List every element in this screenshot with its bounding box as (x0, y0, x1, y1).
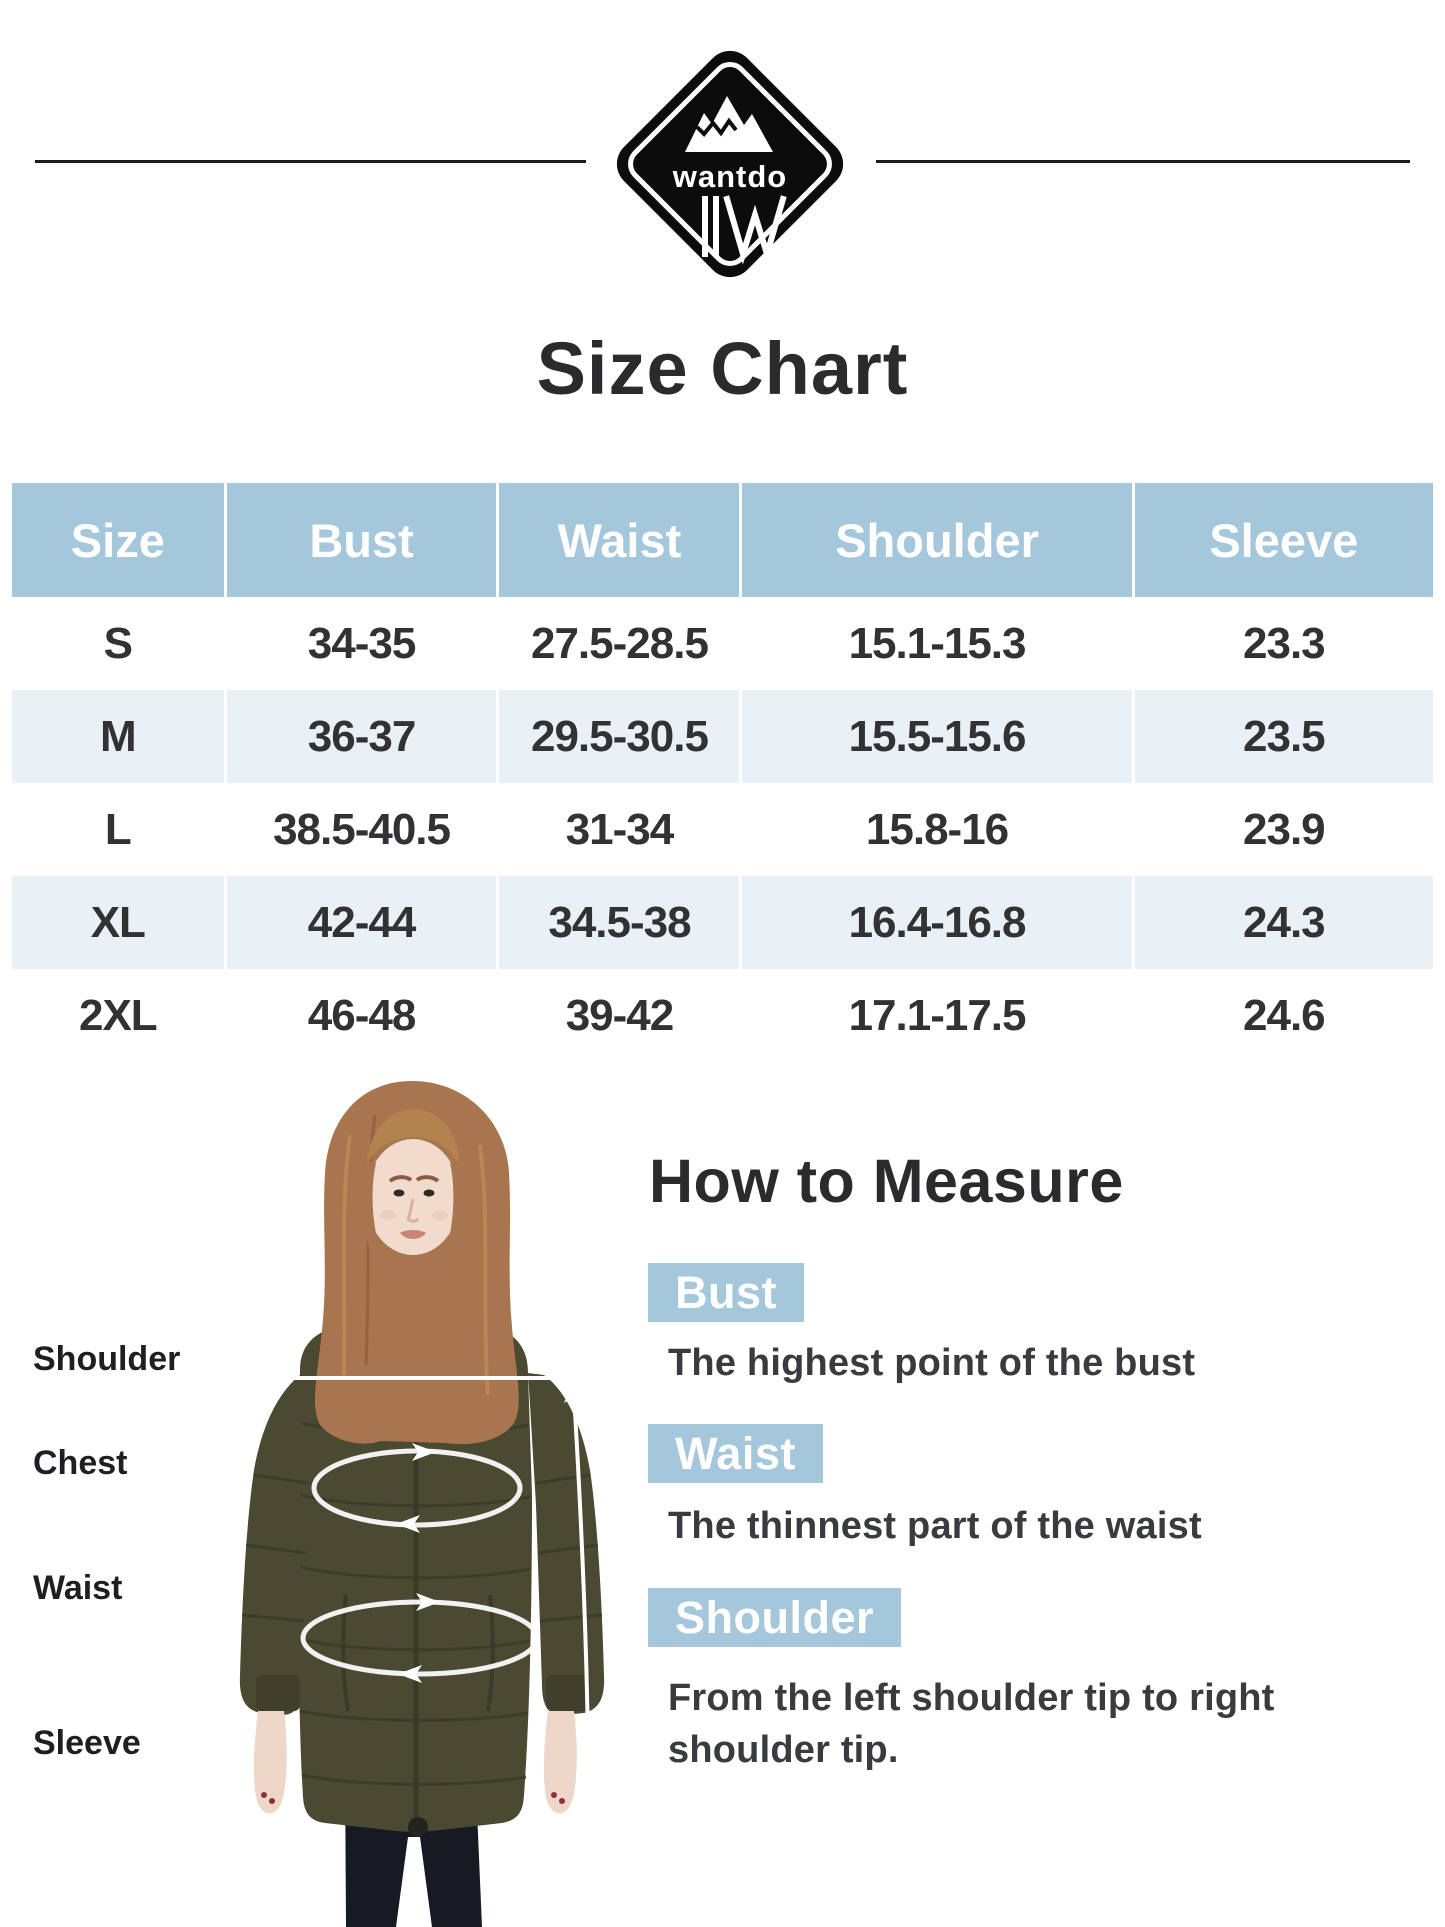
cell-size: 2XL (12, 969, 227, 1062)
cell-size: M (12, 690, 227, 783)
size-chart-table: Size Bust Waist Shoulder Sleeve S 34-35 … (12, 483, 1433, 1062)
figure-label-waist: Waist (33, 1569, 123, 1607)
logo-diamond-icon (616, 50, 844, 278)
cell-bust: 36-37 (225, 690, 500, 783)
measure-desc-shoulder: From the left shoulder tip to right shou… (668, 1677, 1275, 1772)
header-divider-left (35, 160, 586, 163)
cell-sleeve: 23.3 (1133, 597, 1433, 690)
cell-shoulder: 15.1-15.3 (740, 597, 1135, 690)
mountain-icon (685, 96, 773, 152)
snap-button (408, 1817, 428, 1837)
table-row: L 38.5-40.5 31-34 15.8-16 23.9 (12, 783, 1433, 876)
measure-desc-waist: The thinnest part of the waist (668, 1505, 1202, 1547)
measure-badge-shoulder: Shoulder (648, 1588, 902, 1647)
model-photo (239, 1081, 605, 1927)
cell-sleeve: 23.5 (1133, 690, 1433, 783)
page-title: Size Chart (536, 327, 909, 410)
col-header-sleeve: Sleeve (1133, 483, 1433, 597)
col-header-size: Size (12, 483, 227, 597)
measure-badge-waist: Waist (648, 1424, 823, 1483)
w-monogram-icon (702, 195, 787, 265)
figure-label-sleeve: Sleeve (33, 1724, 141, 1762)
cell-size: XL (12, 876, 227, 969)
model-head (314, 1081, 519, 1445)
table-row: M 36-37 29.5-30.5 15.5-15.6 23.5 (12, 690, 1433, 783)
table-header-row: Size Bust Waist Shoulder Sleeve (12, 483, 1433, 597)
cell-waist: 29.5-30.5 (497, 690, 743, 783)
cell-size: S (12, 597, 227, 690)
measure-desc-bust: The highest point of the bust (668, 1342, 1196, 1384)
figure-label-shoulder: Shoulder (33, 1340, 181, 1378)
cell-sleeve: 24.3 (1133, 876, 1433, 969)
cell-waist: 34.5-38 (497, 876, 743, 969)
cell-shoulder: 16.4-16.8 (740, 876, 1135, 969)
chest-ellipse (311, 1443, 523, 1533)
how-to-measure-heading: How to Measure (649, 1147, 1124, 1215)
cell-bust: 42-44 (225, 876, 500, 969)
cell-waist: 27.5-28.5 (497, 597, 743, 690)
measure-badge-bust: Bust (648, 1263, 804, 1322)
brand-wordmark: wantdo (672, 159, 788, 194)
col-header-shoulder: Shoulder (740, 483, 1135, 597)
header-divider-right (876, 160, 1410, 163)
cell-size: L (12, 783, 227, 876)
cell-shoulder: 17.1-17.5 (740, 969, 1135, 1062)
hands (253, 1711, 577, 1814)
brand-logo: wantdo (616, 50, 844, 278)
cell-waist: 39-42 (497, 969, 743, 1062)
figure-label-chest: Chest (33, 1444, 128, 1482)
cell-bust: 34-35 (225, 597, 500, 690)
sleeve-arrow (564, 1379, 598, 1765)
cell-bust: 46-48 (225, 969, 500, 1062)
cell-shoulder: 15.5-15.6 (740, 690, 1135, 783)
table-row: 2XL 46-48 39-42 17.1-17.5 24.6 (12, 969, 1433, 1062)
cell-sleeve: 23.9 (1133, 783, 1433, 876)
cell-waist: 31-34 (497, 783, 743, 876)
table-row: XL 42-44 34.5-38 16.4-16.8 24.3 (12, 876, 1433, 969)
waist-ellipse (300, 1593, 540, 1683)
cell-shoulder: 15.8-16 (740, 783, 1135, 876)
shoulder-arrow (244, 1366, 588, 1390)
col-header-bust: Bust (225, 483, 500, 597)
cell-bust: 38.5-40.5 (225, 783, 500, 876)
col-header-waist: Waist (497, 483, 743, 597)
table-row: S 34-35 27.5-28.5 15.1-15.3 23.3 (12, 597, 1433, 690)
cell-sleeve: 24.6 (1133, 969, 1433, 1062)
